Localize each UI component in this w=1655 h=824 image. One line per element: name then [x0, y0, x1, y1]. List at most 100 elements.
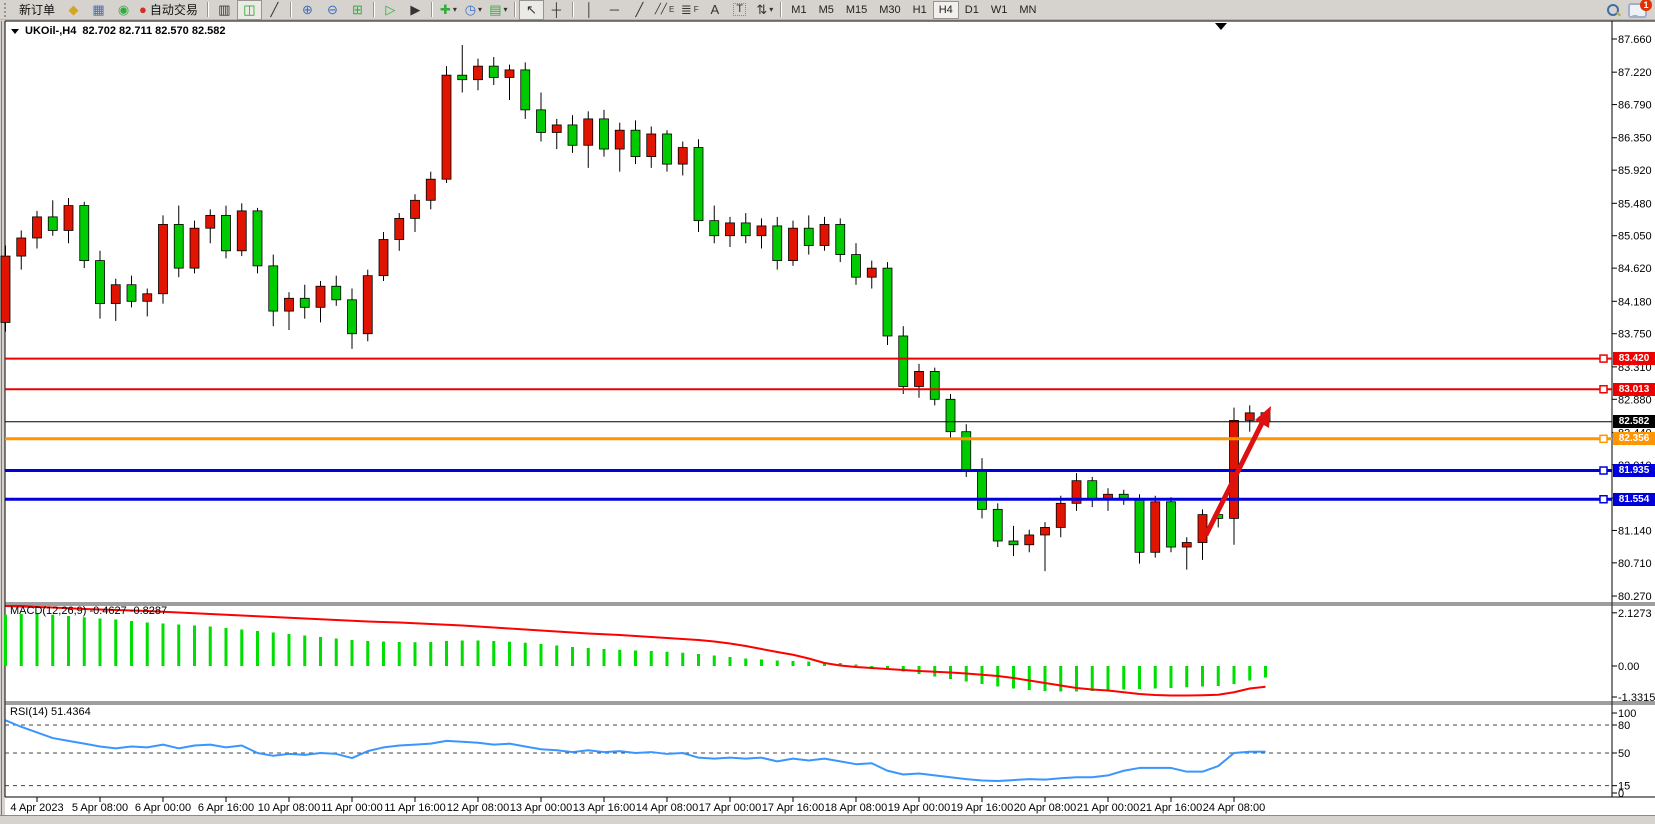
zoom-in-button[interactable]: ⊕: [295, 0, 320, 20]
price-line-handle[interactable]: [1599, 354, 1608, 363]
tile-windows-button[interactable]: ⊞: [345, 0, 370, 20]
price-line-handle[interactable]: [1599, 385, 1608, 394]
macd-histogram-bar: [350, 640, 354, 666]
toolbar-separator: [780, 2, 783, 17]
candle-body: [488, 65, 499, 78]
chat-icon[interactable]: 1: [1628, 0, 1652, 18]
vertical-line-icon: │: [585, 2, 594, 17]
time-axis-label: 11 Apr 16:00: [384, 802, 446, 814]
channel-tool[interactable]: ╱╱ E: [654, 3, 675, 15]
macd-histogram-bar: [82, 617, 86, 666]
new-chart-button[interactable]: ✚ ▾: [436, 0, 461, 20]
candle-body: [1166, 501, 1176, 548]
candle-body: [1071, 480, 1082, 504]
timeframe-m5[interactable]: M5: [818, 3, 834, 16]
candlestick-chart-button[interactable]: ◫: [236, 0, 262, 20]
arrow-annotation-head[interactable]: [1255, 406, 1271, 428]
macd-histogram-bar: [1185, 666, 1189, 688]
fibonacci-tool[interactable]: ≣ F: [680, 2, 699, 17]
price-line-handle[interactable]: [1599, 494, 1608, 504]
chart-ohlc-values: 82.702 82.711 82.570 82.582: [82, 25, 226, 37]
text-label-tool[interactable]: T: [727, 0, 752, 20]
macd-histogram-bar: [886, 666, 889, 669]
price-badge-83.013: 83.013: [1613, 382, 1655, 396]
arrow-annotation-shaft[interactable]: [1203, 421, 1265, 537]
timeframe-d1[interactable]: D1: [964, 3, 979, 16]
chart-symbol-timeframe: UKOil-,H4: [25, 25, 77, 37]
macd-histogram-bar: [4, 614, 7, 666]
price-badge-83.420: 83.420: [1613, 352, 1655, 366]
macd-histogram-bar: [114, 619, 118, 666]
zoom-out-icon: ⊖: [326, 2, 338, 17]
time-axis-label: 4 Apr 2023: [10, 802, 63, 814]
macd-histogram-bar: [791, 661, 795, 666]
macd-histogram-bar: [35, 613, 39, 666]
autotrading-button[interactable]: ● 自动交易: [136, 0, 204, 20]
macd-histogram-bar: [901, 666, 905, 672]
price-badge-82.582: 82.582: [1613, 415, 1655, 429]
candle-body: [929, 371, 940, 400]
candle-body: [1134, 498, 1145, 553]
new-order-icon[interactable]: ◆: [68, 2, 79, 17]
indicators-button[interactable]: ▤ ▾: [486, 0, 511, 20]
timeframe-m30[interactable]: M30: [879, 3, 901, 16]
macd-histogram-bar: [1138, 666, 1141, 689]
price-line-handle[interactable]: [1599, 466, 1608, 475]
search-icon[interactable]: [1606, 3, 1620, 17]
timeframe-w1[interactable]: W1: [990, 3, 1008, 16]
price-badge-81.554: 81.554: [1613, 492, 1655, 506]
zoom-out-button[interactable]: ⊖: [320, 0, 345, 20]
text-tool[interactable]: A: [702, 0, 727, 20]
rsi-indicator-label: RSI(14) 51.4364: [10, 706, 91, 718]
market-watch-icon[interactable]: ▦: [92, 2, 105, 17]
trendline-tool[interactable]: ╱: [627, 0, 652, 20]
zoom-in-icon: ⊕: [301, 2, 313, 17]
timeframe-m15[interactable]: M15: [845, 3, 868, 16]
macd-histogram-bar: [193, 625, 196, 666]
bar-chart-button[interactable]: ▥: [212, 0, 237, 20]
timeframe-m1[interactable]: M1: [791, 3, 807, 16]
candle-body: [299, 297, 310, 308]
timeframe-h1[interactable]: H1: [912, 3, 927, 16]
chart-shift-marker[interactable]: [1215, 23, 1227, 30]
cursor-tool-button[interactable]: ↖: [518, 0, 544, 20]
candle-body: [977, 468, 987, 510]
chevron-down-icon: ▾: [452, 5, 457, 14]
arrows-icon: ⇅: [756, 2, 768, 17]
line-chart-button[interactable]: ╱: [262, 0, 287, 20]
candle-body: [677, 147, 688, 165]
candle-body: [504, 69, 515, 78]
candle-body: [63, 205, 74, 231]
navigator-icon[interactable]: ◉: [117, 2, 130, 17]
crosshair-tool-button[interactable]: ┼: [544, 0, 569, 20]
symbol-dropdown-icon[interactable]: [11, 28, 19, 34]
timeframe-h4[interactable]: H4: [932, 0, 959, 19]
macd-histogram-bar: [1216, 666, 1220, 686]
text-label-icon: T: [733, 3, 747, 16]
macd-histogram-bar: [492, 641, 496, 666]
macd-histogram-bar: [145, 622, 149, 666]
macd-histogram-bar: [98, 618, 102, 666]
profiles-button[interactable]: ◷ ▾: [461, 0, 486, 20]
vertical-line-tool[interactable]: │: [577, 0, 602, 20]
horizontal-line-tool[interactable]: ─: [602, 0, 627, 20]
arrows-tool[interactable]: ⇅ ▾: [752, 0, 777, 20]
rsi-axis-label: 50: [1618, 748, 1630, 760]
auto-scroll-icon: ▷: [385, 2, 396, 17]
chart-title: UKOil-,H4 82.702 82.711 82.570 82.582: [11, 25, 225, 37]
candle-body: [520, 69, 531, 111]
candle-body: [79, 205, 90, 262]
price-line-handle[interactable]: [1599, 434, 1608, 444]
candle-body: [992, 508, 1003, 542]
timeframe-mn[interactable]: MN: [1019, 3, 1037, 16]
candle-body: [1197, 514, 1208, 543]
candle-body: [441, 74, 452, 180]
candle-body: [583, 118, 594, 146]
candle-body: [158, 224, 168, 295]
new-order-button[interactable]: 新订单: [13, 0, 61, 20]
auto-scroll-button[interactable]: ▷: [378, 0, 403, 20]
chart-shift-button[interactable]: ▶: [403, 0, 428, 20]
time-axis-label: 14 Apr 08:00: [636, 802, 698, 814]
toolbar-drag-handle[interactable]: [4, 2, 10, 17]
